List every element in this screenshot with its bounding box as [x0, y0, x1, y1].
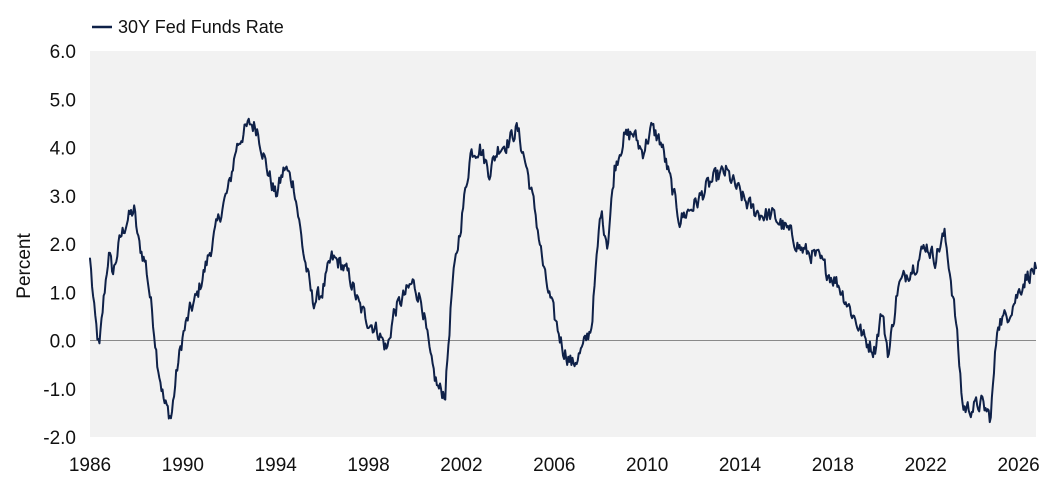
- y-tick-label: 0.0: [50, 332, 76, 353]
- x-tick-label: 2018: [812, 455, 854, 476]
- x-tick-label: 1990: [162, 455, 204, 476]
- series-line-30y-fed-funds-rate: [89, 117, 1037, 424]
- y-tick-label: 3.0: [50, 187, 76, 208]
- x-tick-label: 2002: [440, 455, 482, 476]
- legend: 30Y Fed Funds Rate: [92, 17, 284, 37]
- x-tick-label: 2026: [997, 455, 1039, 476]
- x-tick-label: 1994: [255, 455, 298, 476]
- y-tick-label: 2.0: [50, 235, 76, 256]
- x-tick-label: 2014: [719, 455, 762, 476]
- y-tick-label: 5.0: [50, 90, 76, 111]
- plot-area: [90, 51, 1036, 437]
- y-axis-label: Percent: [14, 233, 35, 299]
- x-tick-label: 2010: [626, 455, 668, 476]
- y-tick-label: 6.0: [50, 42, 76, 63]
- y-tick-label: 1.0: [50, 283, 76, 304]
- y-tick-label: -2.0: [43, 428, 76, 449]
- y-axis-ticks: 6.0 5.0 4.0 3.0 2.0 1.0 0.0 -1.0 -2.0: [43, 42, 76, 449]
- legend-label: 30Y Fed Funds Rate: [118, 17, 284, 37]
- x-tick-label: 1986: [69, 455, 111, 476]
- y-tick-label: -1.0: [43, 380, 76, 401]
- x-tick-label: 2006: [533, 455, 575, 476]
- y-tick-label: 4.0: [50, 139, 76, 160]
- x-tick-label: 1998: [347, 455, 389, 476]
- x-tick-label: 2022: [905, 455, 947, 476]
- x-axis-ticks: 1986 1990 1994 1998 2002 2006 2010 2014 2018 2022…: [69, 455, 1040, 476]
